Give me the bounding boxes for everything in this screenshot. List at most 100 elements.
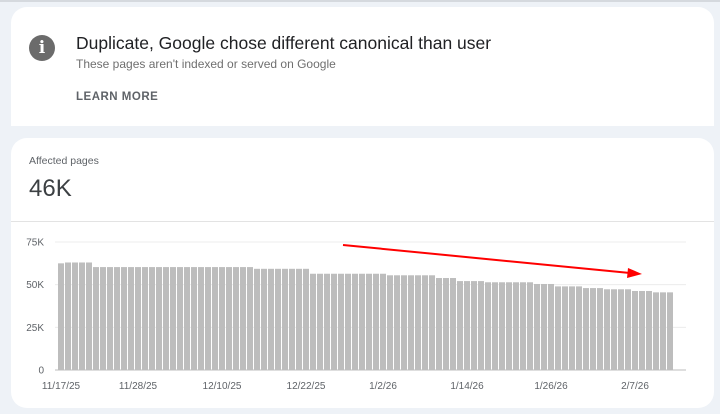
bar bbox=[443, 278, 449, 370]
bar bbox=[492, 282, 498, 370]
bar bbox=[296, 268, 302, 370]
bar bbox=[513, 282, 519, 370]
bar bbox=[359, 273, 365, 370]
bar bbox=[282, 268, 288, 370]
bar bbox=[422, 275, 428, 370]
bar bbox=[408, 275, 414, 370]
bar bbox=[170, 267, 176, 370]
bar bbox=[401, 275, 407, 370]
bar bbox=[464, 281, 470, 370]
info-icon: i bbox=[29, 35, 55, 61]
bar bbox=[289, 268, 295, 370]
bar bbox=[184, 267, 190, 370]
y-tick-label: 75K bbox=[26, 238, 44, 249]
bar bbox=[541, 283, 547, 370]
bar bbox=[660, 292, 666, 370]
bar bbox=[590, 288, 596, 370]
bar bbox=[555, 286, 561, 370]
bar bbox=[240, 267, 246, 370]
bar bbox=[338, 273, 344, 370]
y-tick-label: 0 bbox=[38, 366, 44, 377]
bar bbox=[254, 268, 260, 370]
bar bbox=[429, 275, 435, 370]
bar bbox=[436, 278, 442, 370]
bar bbox=[233, 267, 239, 370]
bar bbox=[163, 267, 169, 370]
bar bbox=[506, 282, 512, 370]
bar bbox=[310, 273, 316, 370]
bar bbox=[135, 267, 141, 370]
bar bbox=[646, 290, 652, 370]
bar bbox=[583, 288, 589, 370]
bar bbox=[303, 268, 309, 370]
trend-arrow-line bbox=[342, 244, 631, 274]
y-tick-label: 25K bbox=[26, 323, 44, 334]
bar bbox=[156, 267, 162, 370]
bar bbox=[632, 290, 638, 370]
bar bbox=[121, 267, 127, 370]
bar bbox=[128, 267, 134, 370]
bar bbox=[107, 267, 113, 370]
bar bbox=[275, 268, 281, 370]
bar bbox=[100, 267, 106, 370]
bar bbox=[65, 262, 71, 370]
x-tick-label: 1/2/26 bbox=[369, 381, 397, 392]
divider bbox=[11, 221, 714, 222]
bar bbox=[79, 262, 85, 370]
bar bbox=[569, 286, 575, 370]
bar bbox=[639, 290, 645, 370]
bar bbox=[499, 282, 505, 370]
bar bbox=[618, 289, 624, 370]
bar bbox=[604, 289, 610, 370]
bar bbox=[93, 267, 99, 370]
y-tick-label: 50K bbox=[26, 280, 44, 291]
bar bbox=[534, 283, 540, 370]
trend-arrow-head bbox=[627, 268, 642, 278]
x-tick-label: 12/10/25 bbox=[203, 381, 242, 392]
bar bbox=[625, 289, 631, 370]
bar bbox=[576, 286, 582, 370]
bar bbox=[212, 267, 218, 370]
bar bbox=[415, 275, 421, 370]
x-tick-label: 12/22/25 bbox=[287, 381, 326, 392]
x-tick-label: 2/7/26 bbox=[621, 381, 649, 392]
bar bbox=[177, 267, 183, 370]
bar bbox=[562, 286, 568, 370]
bar bbox=[653, 292, 659, 370]
bar bbox=[380, 273, 386, 370]
bar bbox=[191, 267, 197, 370]
bar bbox=[142, 267, 148, 370]
bar bbox=[485, 282, 491, 370]
learn-more-button[interactable]: LEARN MORE bbox=[76, 91, 159, 103]
bar bbox=[317, 273, 323, 370]
bar bbox=[226, 267, 232, 370]
bar bbox=[527, 282, 533, 370]
top-border bbox=[0, 0, 720, 2]
bar bbox=[261, 268, 267, 370]
bar bbox=[667, 292, 673, 370]
bar bbox=[268, 268, 274, 370]
affected-pages-label: Affected pages bbox=[29, 155, 99, 167]
bar bbox=[373, 273, 379, 370]
bar bbox=[331, 273, 337, 370]
bar bbox=[387, 275, 393, 370]
bar bbox=[597, 288, 603, 370]
bar bbox=[205, 267, 211, 370]
x-tick-label: 1/26/26 bbox=[534, 381, 568, 392]
bar bbox=[114, 267, 120, 370]
bar bbox=[247, 267, 253, 370]
bar bbox=[198, 267, 204, 370]
bar bbox=[478, 281, 484, 370]
issue-subtitle: These pages aren't indexed or served on … bbox=[76, 57, 336, 71]
x-tick-label: 1/14/26 bbox=[450, 381, 484, 392]
bar bbox=[345, 273, 351, 370]
bar bbox=[450, 278, 456, 370]
bar bbox=[58, 263, 64, 370]
bar bbox=[149, 267, 155, 370]
bar bbox=[72, 262, 78, 370]
bar bbox=[611, 289, 617, 370]
affected-pages-value: 46K bbox=[29, 175, 72, 202]
bar bbox=[520, 282, 526, 370]
issue-title: Duplicate, Google chose different canoni… bbox=[76, 33, 492, 53]
